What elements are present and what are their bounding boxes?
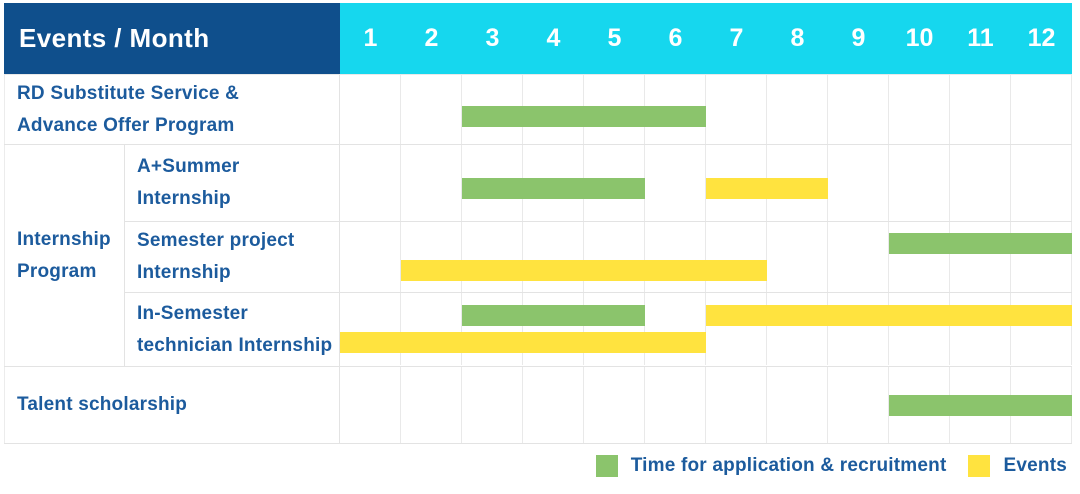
row-label-line: Program (17, 260, 97, 282)
gantt-bar-yellow (706, 305, 1072, 326)
legend-label: Time for application & recruitment (630, 455, 947, 476)
events-month-table: Events / Month 1 2 3 4 5 6 7 8 9 10 11 12 RD Substi… (4, 3, 1072, 444)
legend-swatch-green (595, 455, 618, 477)
gantt-bar-green (462, 178, 645, 199)
legend-item-yellow: Events (968, 455, 1067, 477)
gantt-bar-green (462, 106, 706, 127)
row-label-line: Semester project (137, 230, 295, 251)
month-header-3: 3 (485, 24, 500, 52)
legend-label: Events (1003, 455, 1067, 476)
legend-item-green: Time for application & recruitment (595, 455, 947, 477)
row-chart-area (340, 222, 1072, 292)
month-header-strip: 1 2 3 4 5 6 7 8 9 10 11 12 (340, 3, 1072, 74)
table-row: A+Summer Internship (125, 145, 1072, 222)
row-label: Talent scholarship (4, 367, 340, 443)
month-header-12: 12 (1027, 24, 1056, 52)
month-header-4: 4 (546, 24, 561, 52)
row-label-line: technician Internship (137, 334, 333, 356)
month-header-11: 11 (967, 24, 994, 52)
group-label: Internship Program (4, 145, 125, 366)
month-header-8: 8 (790, 24, 805, 52)
row-chart-area (340, 145, 1072, 221)
row-label-line: Internship (137, 262, 231, 283)
month-header-7: 7 (729, 24, 744, 52)
gantt-bar-yellow (706, 178, 828, 199)
row-label-line: In-Semester (137, 302, 248, 324)
gantt-bar-yellow (401, 260, 767, 281)
row-chart-area (340, 367, 1072, 443)
legend-swatch-yellow (968, 455, 991, 477)
month-header-9: 9 (851, 24, 866, 52)
table-header-row: Events / Month 1 2 3 4 5 6 7 8 9 10 11 12 (4, 3, 1072, 74)
row-label: RD Substitute Service & Advance Offer Pro… (4, 75, 340, 144)
row-chart-area (340, 75, 1072, 144)
row-label-line: RD Substitute Service & (17, 82, 240, 104)
table-body: RD Substitute Service & Advance Offer Pro… (4, 74, 1072, 444)
table-row: Semester project Internship (125, 222, 1072, 293)
month-header-10: 10 (905, 24, 934, 52)
gantt-bar-yellow (340, 332, 706, 353)
month-header-5: 5 (607, 24, 622, 52)
table-row: RD Substitute Service & Advance Offer Pro… (4, 75, 1072, 145)
month-header-1: 1 (363, 24, 378, 52)
row-label-line: Advance Offer Program (17, 114, 235, 136)
row-label: A+Summer Internship (125, 145, 340, 221)
gantt-bar-green (462, 305, 645, 326)
group-subrows: A+Summer Internship Semester project Intern… (125, 145, 1072, 366)
gantt-bar-green (889, 395, 1072, 416)
gantt-bar-green (889, 233, 1072, 254)
table-row: In-Semester technician Internship (125, 293, 1072, 366)
events-month-header: Events / Month (4, 3, 340, 74)
row-label: In-Semester technician Internship (125, 293, 340, 366)
table-row: Talent scholarship (4, 367, 1072, 444)
row-label-line: Internship (137, 188, 231, 209)
month-header-2: 2 (424, 24, 439, 52)
row-label-line: A+Summer (137, 156, 240, 177)
row-chart-area (340, 293, 1072, 365)
row-label: Semester project Internship (125, 222, 340, 292)
row-label-line: Internship (17, 228, 111, 250)
table-row-group: Internship Program A+Summer Internship Semes… (4, 145, 1072, 367)
row-label-line: Talent scholarship (17, 394, 188, 415)
month-header-6: 6 (668, 24, 683, 52)
legend: Time for application & recruitment Events (595, 453, 1067, 479)
